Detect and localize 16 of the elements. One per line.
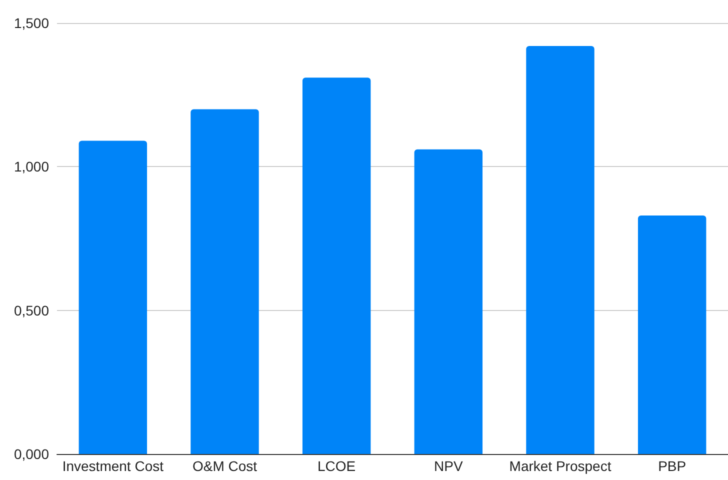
y-tick-label: 0,000 [14,446,50,462]
x-tick-label: O&M Cost [192,458,258,474]
bar [526,46,594,454]
x-tick-label: NPV [434,458,464,474]
bar [78,140,148,454]
y-tick-label: 0,500 [14,302,50,318]
x-tick-label: Investment Cost [62,458,164,474]
bar [638,216,706,454]
x-tick-label: Market Prospect [509,458,612,474]
bar [302,78,371,454]
y-tick-label: 1,000 [14,158,50,175]
x-tick-label: LCOE [318,458,356,474]
bar [190,109,259,454]
x-tick-label: PBP [658,458,686,474]
y-tick-label: 1,500 [14,15,50,31]
bar [414,149,483,454]
